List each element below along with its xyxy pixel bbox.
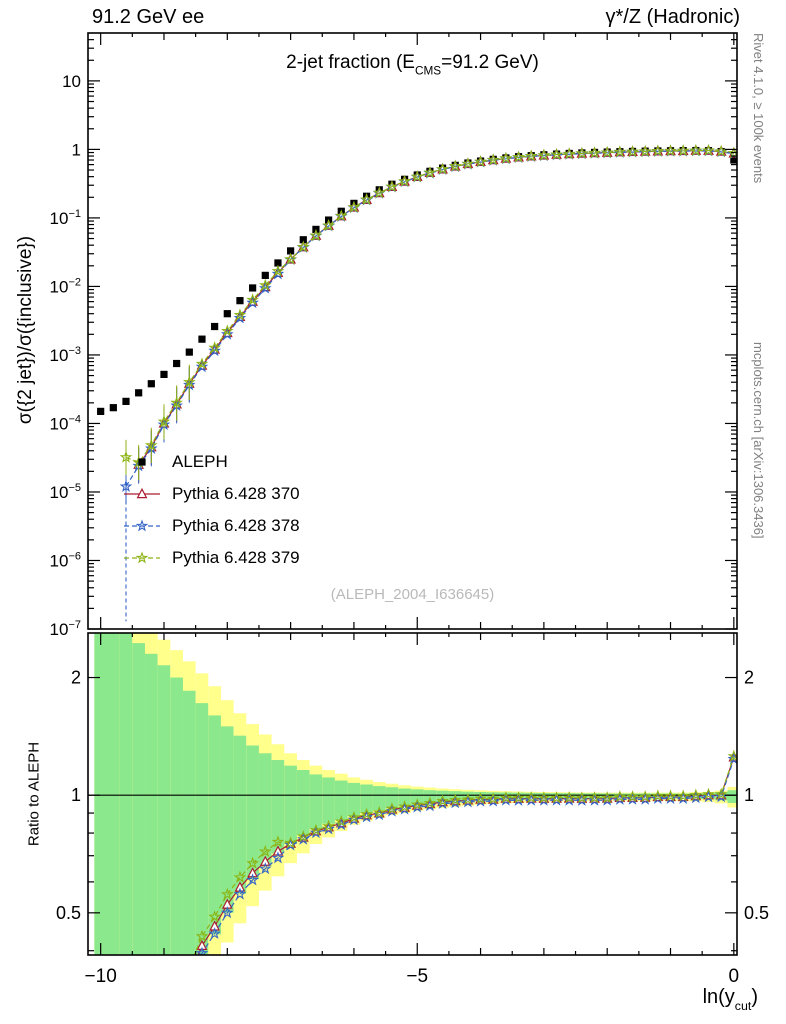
pythia-379-marker-icon bbox=[124, 551, 160, 564]
plot-title-tail: =91.2 GeV) bbox=[441, 52, 539, 73]
legend: ALEPH Pythia 6.428 370 Pythia 6.428 378 … bbox=[122, 446, 300, 574]
legend-label: Pythia 6.428 378 bbox=[172, 516, 300, 535]
svg-text:−10: −10 bbox=[85, 966, 117, 987]
svg-text:−5: −5 bbox=[406, 966, 428, 987]
plot-title-text: 2-jet fraction (E bbox=[286, 52, 415, 73]
legend-item-aleph: ALEPH bbox=[122, 446, 300, 478]
plot-title-subscript: CMS bbox=[414, 64, 442, 78]
legend-item-pythia-370: Pythia 6.428 370 bbox=[122, 478, 300, 510]
svg-text:10−5: 10−5 bbox=[50, 482, 81, 502]
svg-text:10−2: 10−2 bbox=[50, 276, 81, 296]
svg-text:10−7: 10−7 bbox=[50, 619, 81, 639]
svg-text:0.5: 0.5 bbox=[744, 903, 769, 923]
svg-text:10: 10 bbox=[62, 72, 81, 91]
ratio-axis-label: Ratio to ALEPH bbox=[25, 741, 43, 847]
plot-title: 2-jet fraction (ECMS=91.2 GeV) bbox=[88, 52, 737, 77]
legend-label: Pythia 6.428 370 bbox=[172, 484, 300, 503]
x-axis-label-text: ln(y bbox=[702, 986, 735, 1008]
svg-text:1: 1 bbox=[72, 140, 81, 159]
legend-label: Pythia 6.428 379 bbox=[172, 548, 300, 567]
svg-text:1: 1 bbox=[744, 785, 754, 805]
svg-text:10−3: 10−3 bbox=[50, 345, 81, 365]
y-axis-label: σ({2 jet})/σ({inclusive}) bbox=[15, 235, 36, 425]
svg-text:10−1: 10−1 bbox=[50, 208, 81, 228]
rivet-version-caption: Rivet 4.1.0, ≥ 100k events bbox=[751, 33, 766, 184]
legend-item-pythia-379: Pythia 6.428 379 bbox=[122, 542, 300, 574]
legend-item-pythia-378: Pythia 6.428 378 bbox=[122, 510, 300, 542]
aleph-marker-icon bbox=[138, 458, 146, 466]
x-axis-label: ln(ycut) bbox=[703, 986, 758, 1013]
svg-text:0: 0 bbox=[729, 966, 740, 987]
legend-label: ALEPH bbox=[172, 452, 228, 471]
analysis-id-watermark: (ALEPH_2004_I636645) bbox=[330, 586, 495, 603]
mcplots-caption: mcplots.cern.ch [arXiv:1306.3436] bbox=[751, 342, 766, 539]
svg-text:1: 1 bbox=[71, 785, 81, 805]
svg-text:2: 2 bbox=[744, 668, 754, 688]
beam-energy-label: 91.2 GeV ee bbox=[92, 6, 205, 28]
svg-text:2: 2 bbox=[71, 668, 81, 688]
svg-text:10−6: 10−6 bbox=[50, 550, 81, 570]
pythia-370-marker-icon bbox=[124, 487, 160, 499]
svg-text:0.5: 0.5 bbox=[56, 903, 81, 923]
x-axis-label-subscript: cut bbox=[734, 998, 752, 1013]
process-label: γ*/Z (Hadronic) bbox=[605, 6, 740, 28]
svg-text:10−4: 10−4 bbox=[50, 413, 81, 433]
pythia-378-marker-icon bbox=[124, 519, 160, 532]
x-axis-label-tail: ) bbox=[751, 986, 758, 1008]
